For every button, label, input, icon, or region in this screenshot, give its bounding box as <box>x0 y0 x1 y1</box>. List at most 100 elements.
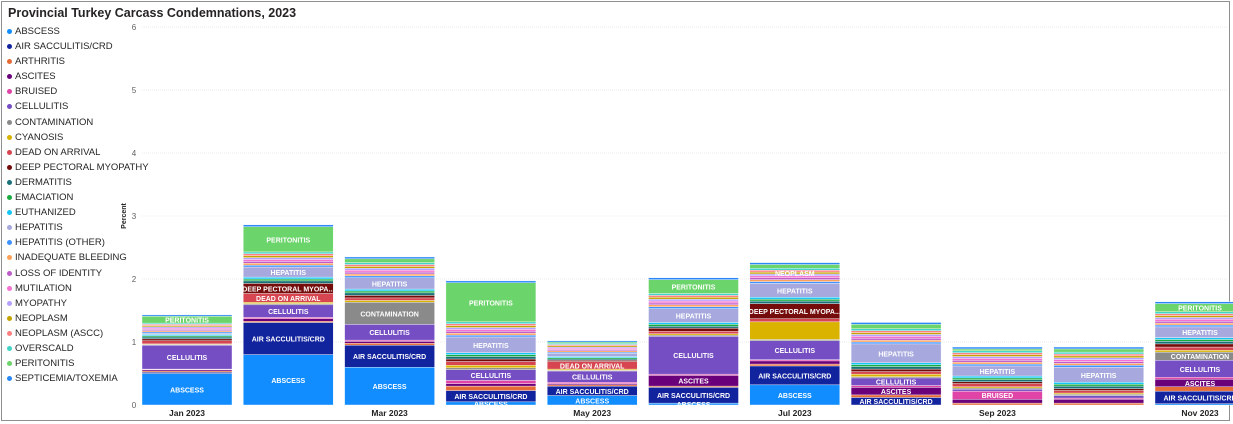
bar-segment[interactable] <box>648 298 739 302</box>
legend-item[interactable]: HEPATITIS (OTHER) <box>5 235 117 250</box>
bar-segment[interactable] <box>1053 361 1144 364</box>
bar-segment[interactable] <box>850 334 942 337</box>
bar-segment[interactable] <box>344 300 435 303</box>
bar-segment[interactable] <box>243 251 334 255</box>
bar-segment[interactable] <box>1154 377 1233 380</box>
bar-segment[interactable] <box>952 350 1043 353</box>
bar-segment[interactable] <box>850 373 942 377</box>
bar-segment[interactable] <box>1053 355 1144 358</box>
legend-item[interactable]: CONTAMINATION <box>5 115 117 130</box>
legend-item[interactable]: ARTHRITIS <box>5 54 117 69</box>
bar-segment[interactable] <box>344 292 435 296</box>
bar-segment[interactable] <box>1053 390 1144 394</box>
bar-segment[interactable] <box>1154 346 1233 351</box>
bar-segment[interactable] <box>749 363 840 367</box>
bar-segment[interactable] <box>445 327 537 330</box>
bar-segment[interactable] <box>850 324 942 329</box>
bar-segment[interactable] <box>1053 353 1144 357</box>
bar-segment[interactable] <box>141 340 233 345</box>
bar-segment[interactable] <box>648 300 739 304</box>
bar-segment[interactable] <box>952 383 1043 387</box>
bar-segment[interactable] <box>243 322 334 355</box>
legend-item[interactable]: DEAD ON ARRIVAL <box>5 145 117 160</box>
bar-segment[interactable] <box>445 282 537 323</box>
bar-segment[interactable] <box>445 383 537 387</box>
bar-segment[interactable] <box>648 302 739 306</box>
legend-item[interactable]: DEEP PECTORAL MYOPATHY <box>5 160 149 175</box>
bar-segment[interactable] <box>749 300 840 304</box>
bar-segment[interactable] <box>445 361 537 366</box>
bar-segment[interactable] <box>749 268 840 271</box>
bar-segment[interactable] <box>1053 388 1144 391</box>
bar-segment[interactable] <box>850 332 942 335</box>
bar-segment[interactable] <box>952 402 1043 406</box>
bar-segment[interactable] <box>445 385 537 391</box>
bar-segment[interactable] <box>952 389 1043 392</box>
bar-segment[interactable] <box>344 297 435 301</box>
bar-segment[interactable] <box>243 224 334 227</box>
bar-segment[interactable] <box>445 352 537 355</box>
bar-segment[interactable] <box>1154 301 1233 304</box>
bar-segment[interactable] <box>1154 337 1233 340</box>
bar-segment[interactable] <box>344 264 435 267</box>
bar-segment[interactable] <box>1053 357 1144 360</box>
bar-segment[interactable] <box>344 288 435 292</box>
bar-segment[interactable] <box>344 341 435 344</box>
bar-segment[interactable] <box>648 324 739 327</box>
bar-segment[interactable] <box>243 264 334 268</box>
bar-segment[interactable] <box>445 332 537 336</box>
bar-segment[interactable] <box>344 271 435 275</box>
bar-segment[interactable] <box>952 361 1043 365</box>
bar-segment[interactable] <box>1053 365 1144 368</box>
bar-segment[interactable] <box>1154 315 1233 318</box>
bar-segment[interactable] <box>243 278 334 282</box>
bar-segment[interactable] <box>952 377 1043 381</box>
bar-segment[interactable] <box>952 354 1043 357</box>
legend-item[interactable]: EMACIATION <box>5 190 117 205</box>
bar-segment[interactable] <box>445 280 537 283</box>
bar-segment[interactable] <box>648 327 739 332</box>
bar-segment[interactable] <box>749 262 840 265</box>
bar-segment[interactable] <box>1053 359 1144 362</box>
bar-segment[interactable] <box>1053 382 1144 385</box>
bar-segment[interactable] <box>445 367 537 370</box>
bar-segment[interactable] <box>1154 313 1233 316</box>
bar-segment[interactable] <box>243 263 334 266</box>
bar-segment[interactable] <box>547 353 638 357</box>
bar-segment[interactable] <box>243 259 334 262</box>
bar-segment[interactable] <box>850 362 942 365</box>
bar-segment[interactable] <box>1053 402 1144 406</box>
bar-segment[interactable] <box>850 328 942 331</box>
bar-segment[interactable] <box>648 336 739 375</box>
bar-segment[interactable] <box>749 277 840 280</box>
legend-item[interactable]: OVERSCALD <box>5 341 117 356</box>
legend-item[interactable]: BRUISED <box>5 84 117 99</box>
bar-segment[interactable] <box>749 321 840 340</box>
legend-item[interactable]: HEPATITIS <box>5 220 117 235</box>
legend-item[interactable]: ASCITES <box>5 69 117 84</box>
bar-segment[interactable] <box>648 297 739 300</box>
legend-item[interactable]: EUTHANIZED <box>5 205 117 220</box>
bar-segment[interactable] <box>952 348 1043 352</box>
legend-item[interactable]: ABSCESS <box>5 24 117 39</box>
bar-segment[interactable] <box>445 321 537 324</box>
bar-segment[interactable] <box>1053 384 1144 387</box>
bar-segment[interactable] <box>344 268 435 271</box>
bar-segment[interactable] <box>648 295 739 298</box>
bar-segment[interactable] <box>749 264 840 269</box>
bar-segment[interactable] <box>243 226 334 253</box>
bar-segment[interactable] <box>344 343 435 346</box>
bar-segment[interactable] <box>850 338 942 341</box>
bar-segment[interactable] <box>850 322 942 325</box>
bar-segment[interactable] <box>1053 395 1144 399</box>
bar-segment[interactable] <box>344 262 435 265</box>
bar-segment[interactable] <box>1154 317 1233 320</box>
bar-segment[interactable] <box>344 266 435 269</box>
bar-segment[interactable] <box>445 329 537 332</box>
legend-item[interactable]: CELLULITIS <box>5 99 117 114</box>
bar-segment[interactable] <box>445 358 537 362</box>
legend-item[interactable]: MYOPATHY <box>5 296 117 311</box>
bar-segment[interactable] <box>952 358 1043 361</box>
legend-item[interactable]: CYANOSIS <box>5 130 117 145</box>
bar-segment[interactable] <box>1053 348 1144 353</box>
